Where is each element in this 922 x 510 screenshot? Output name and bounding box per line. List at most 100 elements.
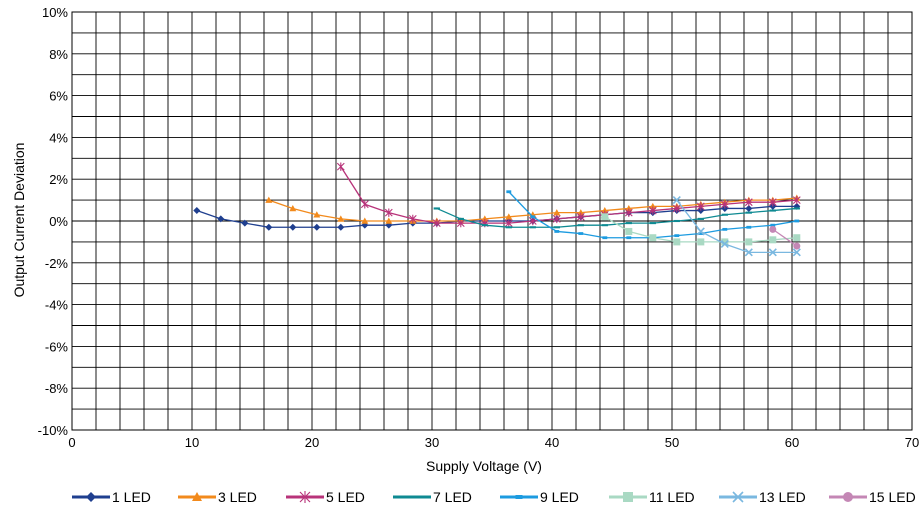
data-point [241, 219, 249, 227]
data-point [504, 218, 513, 228]
data-point [649, 234, 657, 242]
data-point [697, 217, 704, 220]
legend-label: 9 LED [540, 489, 579, 505]
x-axis-title: Supply Voltage (V) [426, 458, 542, 474]
data-point [299, 491, 311, 503]
data-point [794, 219, 800, 223]
legend-item: 5 LED [286, 489, 365, 505]
x-tick-label: 70 [905, 435, 919, 450]
y-tick-label: -8% [45, 381, 69, 396]
data-point [408, 214, 417, 224]
data-point [769, 225, 777, 233]
x-tick-labels: 0 10 20 30 40 50 60 70 [68, 435, 919, 450]
data-point [720, 200, 729, 209]
y-tick-label: 2% [49, 172, 68, 187]
legend-item: 9 LED [500, 489, 579, 505]
data-point [553, 226, 560, 229]
y-tick-label: 0% [49, 214, 68, 229]
data-point [768, 197, 777, 207]
x-tick-label: 0 [68, 435, 75, 450]
data-point [384, 208, 393, 217]
data-point [697, 238, 705, 246]
data-point [457, 217, 464, 220]
series-5-led [336, 162, 801, 228]
series-line [196, 205, 797, 228]
legend-label: 5 LED [326, 489, 365, 505]
data-point [769, 209, 776, 212]
series-3-led [265, 194, 801, 224]
data-point [217, 215, 225, 223]
data-point [696, 227, 705, 236]
data-point [553, 209, 561, 216]
data-point [745, 204, 753, 212]
data-point [792, 248, 801, 257]
data-point [696, 202, 705, 211]
data-point [602, 236, 608, 240]
data-point [768, 248, 777, 257]
data-point [337, 215, 345, 222]
series-11-led [601, 213, 801, 246]
data-point [623, 492, 633, 502]
x-tick-label: 30 [425, 435, 439, 450]
y-axis-title: Output Current Deviation [11, 143, 27, 298]
data-point [601, 213, 609, 221]
data-point [721, 238, 729, 246]
data-point [265, 223, 273, 231]
data-point [673, 238, 681, 246]
data-point [649, 222, 656, 225]
data-point [578, 232, 584, 235]
legend-label: 13 LED [759, 489, 806, 505]
data-point [720, 239, 729, 249]
data-point [432, 218, 441, 228]
legend-item: 15 LED [829, 489, 916, 505]
legend-item: 3 LED [178, 489, 257, 505]
series-line [676, 199, 797, 254]
y-tick-label: 10% [42, 5, 68, 20]
legend-item: 13 LED [719, 489, 806, 505]
y-tick-label: -4% [45, 298, 69, 313]
legend: 1 LED 3 LED 5 LED 7 LED 9 LED 11 LED 13 LED 15 … [72, 489, 916, 505]
data-point [769, 236, 777, 244]
data-point [745, 211, 752, 214]
data-point [721, 213, 728, 216]
data-point [625, 227, 633, 235]
data-point [793, 207, 800, 210]
data-point [529, 226, 536, 229]
legend-item: 11 LED [609, 489, 695, 505]
data-point [433, 207, 440, 210]
data-point [337, 223, 345, 231]
data-point [673, 219, 680, 223]
data-point [193, 207, 201, 215]
data-point [625, 204, 633, 212]
data-point [674, 234, 680, 238]
data-point [506, 190, 512, 194]
data-point [515, 495, 523, 499]
data-point [793, 234, 801, 242]
legend-label: 15 LED [869, 489, 916, 505]
data-point [649, 202, 657, 210]
data-point [745, 238, 753, 246]
data-point [289, 223, 297, 231]
series-13-led [672, 196, 801, 257]
data-point [360, 200, 369, 209]
data-point [770, 223, 776, 227]
data-point [672, 196, 681, 205]
data-point [746, 225, 752, 229]
legend-label: 3 LED [218, 489, 257, 505]
data-point [554, 230, 560, 233]
data-point [505, 213, 513, 220]
data-point [407, 495, 417, 499]
data-point [505, 226, 512, 229]
data-point [843, 492, 853, 502]
data-point [722, 227, 728, 231]
data-point [530, 215, 536, 219]
legend-item: 1 LED [72, 489, 151, 505]
data-point [576, 212, 585, 222]
x-tick-label: 10 [185, 435, 199, 450]
data-point [672, 204, 681, 213]
series-layer [193, 162, 801, 257]
data-point [624, 208, 633, 217]
data-point [481, 224, 488, 227]
data-point [385, 217, 393, 224]
